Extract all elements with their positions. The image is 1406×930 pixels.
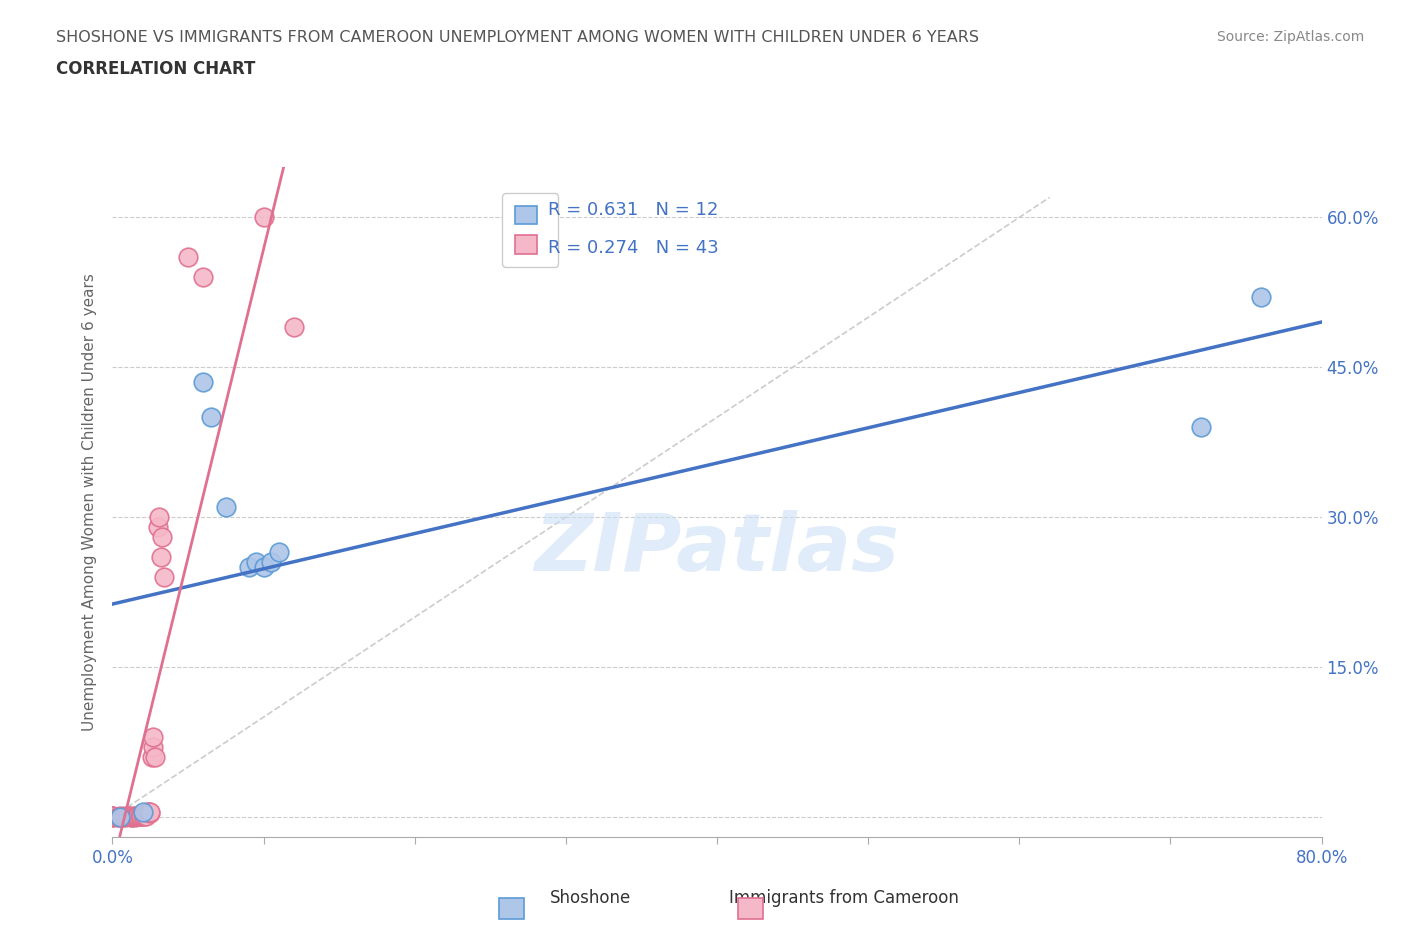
Text: Shoshone: Shoshone (550, 889, 631, 907)
Point (101, 810, 124, 825)
Point (125, 808, 148, 823)
Text: Source: ZipAtlas.com: Source: ZipAtlas.com (1216, 30, 1364, 44)
Text: Immigrants from Cameroon: Immigrants from Cameroon (728, 889, 959, 907)
Point (101, 808, 124, 823)
Point (105, 810, 128, 825)
Point (139, 805, 162, 820)
Point (153, 570, 176, 585)
Point (138, 804, 160, 819)
Point (132, 804, 155, 819)
Point (112, 810, 135, 825)
Point (141, 750, 163, 764)
Point (245, 554, 267, 569)
Point (267, 545, 290, 560)
Point (142, 730, 165, 745)
Point (142, 739, 165, 754)
Point (177, 250, 200, 265)
Point (108, 810, 131, 825)
Point (149, 550, 172, 565)
Point (101, 808, 124, 823)
Point (117, 808, 139, 823)
Point (253, 210, 276, 225)
Point (139, 804, 162, 819)
Text: R = 0.631   N = 12: R = 0.631 N = 12 (548, 201, 718, 219)
Point (124, 810, 146, 825)
Point (120, 810, 142, 825)
Point (134, 808, 156, 823)
Point (129, 808, 152, 823)
Point (1189, 419, 1212, 434)
Point (191, 375, 214, 390)
Point (128, 808, 150, 823)
Point (114, 808, 136, 823)
Point (253, 560, 276, 575)
Point (121, 810, 143, 825)
Point (127, 808, 149, 823)
Point (124, 808, 146, 823)
Point (238, 560, 260, 575)
Text: ZIPatlas: ZIPatlas (534, 510, 900, 588)
Point (143, 750, 166, 764)
Point (117, 808, 139, 823)
Point (283, 320, 305, 335)
Point (125, 808, 148, 823)
Point (108, 808, 131, 823)
Point (101, 808, 124, 823)
Point (191, 270, 214, 285)
Point (148, 510, 170, 525)
Legend: , : , (502, 193, 558, 267)
Point (200, 410, 222, 425)
Point (260, 554, 283, 569)
Point (135, 808, 157, 823)
Text: CORRELATION CHART: CORRELATION CHART (56, 60, 256, 78)
Point (132, 808, 155, 823)
Point (146, 520, 169, 535)
Point (108, 810, 131, 825)
Text: SHOSHONE VS IMMIGRANTS FROM CAMEROON UNEMPLOYMENT AMONG WOMEN WITH CHILDREN UNDE: SHOSHONE VS IMMIGRANTS FROM CAMEROON UNE… (56, 30, 979, 45)
Point (215, 499, 238, 514)
Point (1250, 290, 1272, 305)
Point (121, 808, 143, 823)
Point (114, 810, 136, 825)
Text: R = 0.274   N = 43: R = 0.274 N = 43 (548, 239, 718, 257)
Point (101, 810, 124, 825)
Point (150, 530, 173, 545)
Point (136, 804, 159, 819)
Y-axis label: Unemployment Among Women with Children Under 6 years: Unemployment Among Women with Children U… (82, 273, 97, 731)
